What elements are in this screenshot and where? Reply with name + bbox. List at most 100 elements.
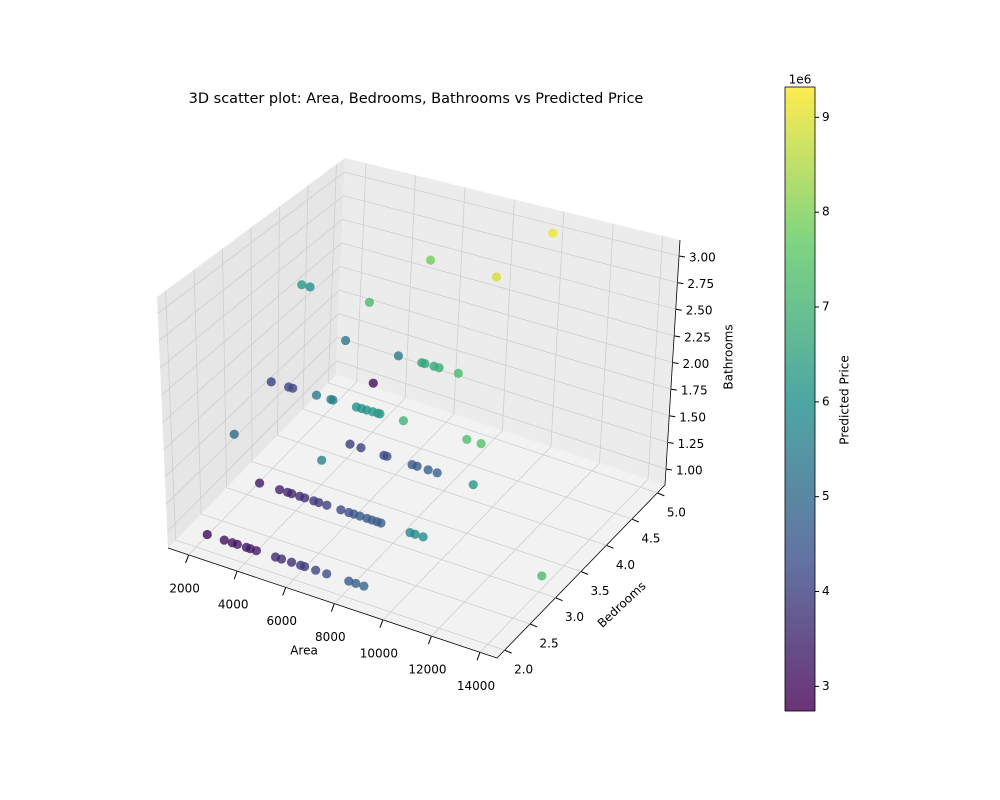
z-tick-label: 1.00: [676, 464, 703, 478]
grid-line: [340, 266, 673, 363]
colorbar-offset: 1e6: [789, 73, 812, 87]
point: [425, 255, 436, 265]
y-tick: [555, 597, 563, 602]
grid-line: [161, 242, 342, 396]
grid-line: [339, 289, 671, 390]
point: [314, 497, 324, 508]
point: [376, 518, 386, 528]
y-tick-label: 3.0: [565, 610, 584, 624]
colorbar-tick-label: 4: [822, 584, 830, 598]
colorbar-tick-label: 5: [822, 489, 830, 503]
point: [254, 478, 265, 488]
z-tick-label: 2.00: [683, 357, 710, 371]
grid-line: [342, 218, 676, 310]
z-tick: [670, 388, 677, 391]
grid-line: [159, 219, 343, 369]
point: [251, 546, 261, 556]
grid-line: [157, 171, 345, 314]
point: [300, 493, 310, 503]
z-tick: [677, 282, 684, 285]
point: [462, 434, 472, 445]
z-tick: [669, 415, 676, 418]
point: [202, 529, 212, 540]
x-tick-label: 10000: [360, 646, 398, 660]
grid-line: [162, 266, 341, 423]
x-axis-line: [167, 547, 498, 659]
point: [368, 378, 378, 388]
grid-line: [164, 313, 339, 478]
x-tick: [330, 603, 335, 612]
y-tick: [606, 544, 614, 549]
x-tick-label: 6000: [266, 614, 297, 628]
point: [537, 571, 547, 581]
point: [359, 581, 369, 591]
grid-line: [338, 313, 670, 417]
point: [432, 468, 442, 478]
grid-line: [302, 408, 633, 520]
x-tick: [185, 554, 190, 564]
z-tick-label: 2.50: [686, 304, 713, 318]
point: [355, 511, 365, 521]
y-tick-label: 2.0: [514, 663, 533, 677]
x-tick: [282, 587, 287, 596]
point: [364, 297, 375, 307]
colorbar-tick-label: 9: [822, 110, 830, 124]
point: [410, 529, 420, 539]
z-tick: [675, 308, 682, 311]
grid-line: [277, 434, 607, 546]
point: [344, 576, 354, 586]
point: [398, 416, 409, 426]
x-tick: [233, 570, 238, 580]
point: [219, 535, 229, 545]
x-tick: [427, 635, 432, 645]
point: [266, 377, 276, 387]
point: [229, 429, 239, 439]
y-tick-label: 3.5: [590, 584, 609, 598]
point: [288, 383, 298, 393]
z-tick: [678, 255, 686, 258]
colorbar-tick-label: 7: [822, 300, 830, 314]
point: [322, 500, 332, 510]
grid-line: [336, 360, 667, 470]
z-tick-label: 1.75: [681, 384, 708, 398]
point: [317, 455, 327, 465]
chart-title: 3D scatter plot: Area, Bedrooms, Bathroo…: [189, 91, 644, 107]
z-axis-label: Bathrooms: [722, 324, 736, 389]
y-tick: [504, 649, 512, 654]
x-tick-label: 14000: [457, 679, 495, 693]
x-tick-label: 4000: [218, 598, 249, 612]
point: [328, 395, 338, 405]
grid-line: [343, 195, 678, 283]
point: [351, 578, 361, 589]
point: [468, 480, 478, 490]
point: [286, 557, 297, 567]
y-tick: [529, 623, 538, 628]
point: [300, 561, 310, 572]
x-tick-label: 2000: [169, 581, 200, 595]
x-tick: [379, 619, 384, 629]
z-tick-label: 3.00: [689, 250, 716, 264]
colorbar-tick-label: 8: [822, 205, 830, 219]
grid-line: [165, 336, 338, 505]
colorbar-tick-label: 6: [822, 394, 830, 408]
point: [476, 439, 486, 449]
y-tick: [580, 571, 589, 575]
point: [345, 439, 355, 449]
y-tick-label: 4.5: [641, 532, 660, 546]
y-tick-label: 4.0: [616, 558, 635, 572]
grid-line: [341, 242, 675, 337]
z-tick-label: 1.25: [678, 437, 705, 451]
point: [453, 368, 463, 378]
grid-line: [163, 289, 340, 451]
colorbar: [784, 86, 816, 712]
grid-line: [226, 487, 556, 599]
point: [340, 335, 351, 346]
point: [305, 282, 315, 292]
y-tick: [657, 492, 665, 497]
point: [393, 351, 404, 361]
y-tick-label: 2.5: [540, 636, 559, 650]
grid-line: [251, 461, 582, 572]
z-tick-label: 1.50: [679, 410, 706, 424]
point: [297, 280, 307, 290]
